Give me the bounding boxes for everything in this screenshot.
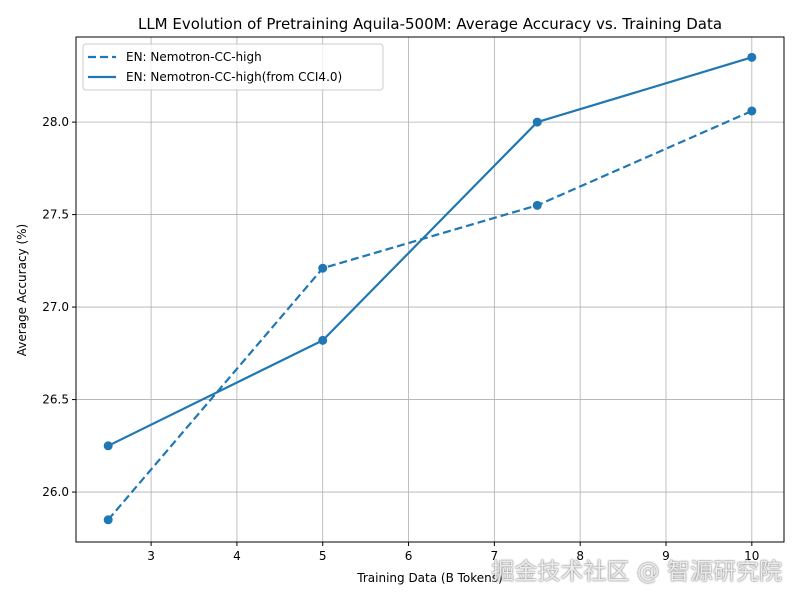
x-tick-label: 7	[491, 549, 499, 563]
legend: EN: Nemotron-CC-high EN: Nemotron-CC-high…	[82, 43, 384, 91]
data-point	[532, 117, 542, 127]
data-point	[318, 263, 328, 273]
y-tick-label: 26.5	[42, 393, 69, 407]
y-tick-label: 26.0	[42, 485, 69, 499]
x-tick-label: 9	[662, 549, 670, 563]
x-tick-label: 6	[405, 549, 413, 563]
x-tick-label: 4	[233, 549, 241, 563]
legend-label: EN: Nemotron-CC-high	[126, 50, 262, 64]
x-axis-label: Training Data (B Tokens)	[356, 571, 502, 585]
data-point	[747, 106, 757, 116]
y-tick-label: 27.5	[42, 208, 69, 222]
y-tick-label: 28.0	[42, 115, 69, 129]
data-point	[747, 52, 757, 62]
legend-box	[82, 43, 384, 91]
x-tick-label: 3	[147, 549, 155, 563]
x-tick-label: 8	[576, 549, 584, 563]
x-tick-label: 10	[744, 549, 759, 563]
data-point	[318, 335, 328, 345]
y-tick-label: 27.0	[42, 300, 69, 314]
x-tick-label: 5	[319, 549, 327, 563]
data-point	[103, 515, 113, 525]
legend-label: EN: Nemotron-CC-high(from CCI4.0)	[126, 70, 342, 84]
y-axis-label: Average Accuracy (%)	[15, 224, 29, 356]
chart-title: LLM Evolution of Pretraining Aquila-500M…	[138, 15, 722, 33]
data-point	[532, 200, 542, 210]
data-point	[103, 441, 113, 451]
series-line-1	[107, 56, 753, 447]
plot-frame	[75, 36, 785, 543]
series-line-0	[107, 109, 753, 521]
watermark: 掘金技术社区 @ 智源研究院	[491, 559, 782, 585]
